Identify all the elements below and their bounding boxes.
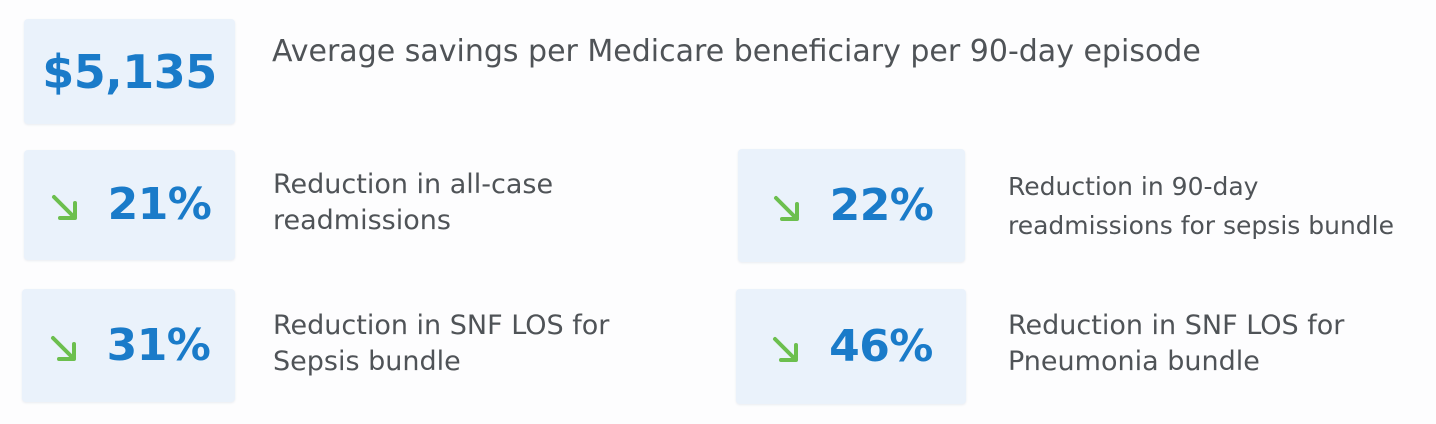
stat-value: 21% bbox=[107, 179, 212, 230]
stat-value: 31% bbox=[106, 319, 211, 371]
stat-value: 22% bbox=[829, 179, 934, 231]
headline-description: Average savings per Medicare beneficiary… bbox=[272, 34, 1201, 69]
stat-description-line: readmissions bbox=[273, 205, 451, 236]
stat-description: Reduction in 90-day readmissions for sep… bbox=[1008, 167, 1394, 245]
stat-description-line: Sepsis bundle bbox=[273, 346, 461, 377]
stat-box-readmissions: 21% bbox=[24, 150, 235, 260]
down-right-arrow-icon bbox=[773, 336, 799, 362]
stat-description-line: Reduction in SNF LOS for bbox=[1008, 310, 1345, 341]
down-right-arrow-icon bbox=[773, 195, 799, 221]
stat-box-sepsis-readmissions: 22% bbox=[738, 149, 965, 262]
stat-description: Reduction in SNF LOS for Pneumonia bundl… bbox=[1008, 308, 1344, 380]
stat-value: 46% bbox=[829, 320, 933, 372]
stat-description-line: Pneumonia bundle bbox=[1008, 346, 1260, 377]
stat-description-line: Reduction in all-case bbox=[273, 169, 554, 200]
stat-box-snf-pneumonia: 46% bbox=[736, 289, 966, 404]
stat-box-snf-sepsis: 31% bbox=[22, 289, 235, 402]
stat-description-line: Reduction in SNF LOS for bbox=[273, 310, 610, 341]
down-right-arrow-icon bbox=[50, 335, 76, 361]
stat-description-line: readmissions for sepsis bundle bbox=[1008, 211, 1394, 240]
stat-description: Reduction in all-case readmissions bbox=[273, 167, 553, 239]
down-right-arrow-icon bbox=[51, 195, 77, 220]
stat-description-line: Reduction in 90-day bbox=[1008, 172, 1259, 201]
headline-value-box: $5,135 bbox=[24, 19, 235, 124]
stat-description: Reduction in SNF LOS for Sepsis bundle bbox=[273, 308, 609, 380]
headline-value: $5,135 bbox=[42, 44, 217, 99]
